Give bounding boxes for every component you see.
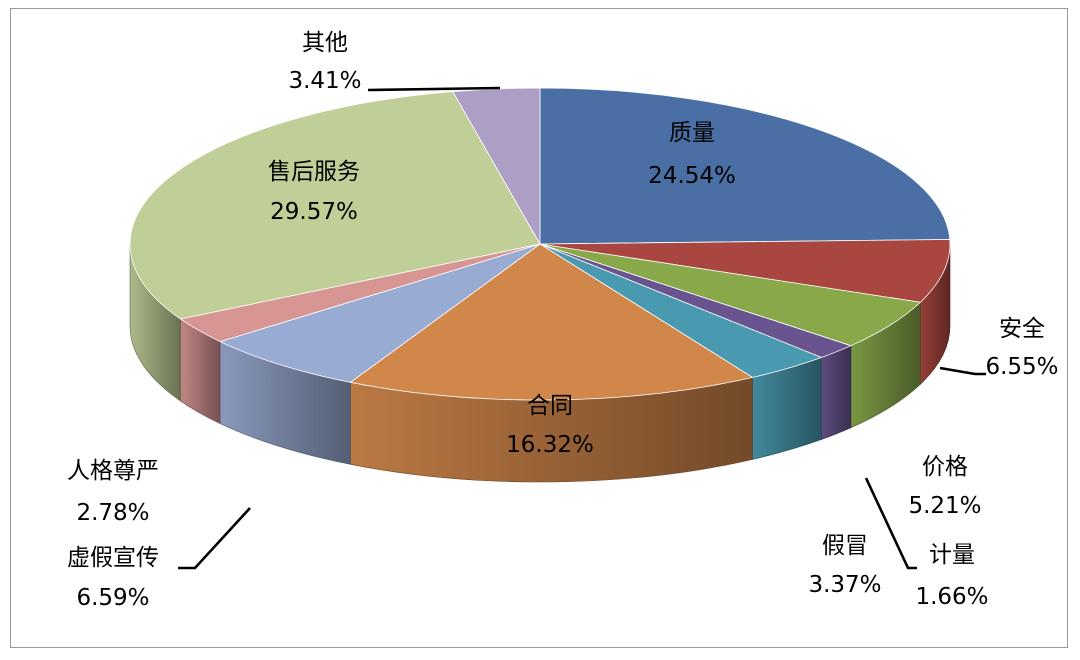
pie-slice-6 (219, 243, 541, 383)
pie-slice-1 (539, 239, 951, 303)
leader-line-9 (367, 86, 501, 92)
slice-value-label-4: 3.37% (808, 572, 881, 598)
slice-value-label-6: 6.59% (76, 585, 149, 611)
slice-label-3: 计量 (929, 542, 975, 568)
slice-value-label-8: 29.57% (270, 199, 358, 225)
pie-slice-0 (539, 87, 951, 245)
slice-value-label-1: 6.55% (985, 354, 1058, 380)
slice-label-4: 假冒 (822, 533, 868, 559)
slice-label-2: 价格 (922, 454, 968, 480)
slice-label-6: 虚假宣传 (67, 545, 159, 571)
pie-top (129, 87, 951, 401)
slice-value-label-9: 3.41% (288, 68, 361, 94)
slice-value-label-2: 5.21% (908, 493, 981, 519)
leader-line-1 (939, 366, 986, 376)
slice-value-label-3: 1.66% (915, 584, 988, 610)
slice-label-9: 其他 (302, 30, 348, 56)
leader-line-3 (864, 477, 917, 570)
pie-side-3 (821, 345, 852, 440)
slice-label-8: 售后服务 (268, 159, 360, 185)
slice-label-7: 人格尊严 (67, 458, 159, 484)
leader-line-6 (178, 507, 251, 570)
slice-value-label-7: 2.78% (76, 500, 149, 526)
pie-slice-8 (129, 91, 541, 320)
slice-label-5: 合同 (527, 393, 573, 419)
slice-label-0: 质量 (669, 120, 715, 146)
slice-value-label-5: 16.32% (506, 432, 594, 458)
pie-slice-5 (349, 243, 754, 401)
slice-value-label-0: 24.54% (648, 163, 736, 189)
slice-label-1: 安全 (999, 316, 1045, 342)
pie-side-walls (129, 243, 951, 483)
